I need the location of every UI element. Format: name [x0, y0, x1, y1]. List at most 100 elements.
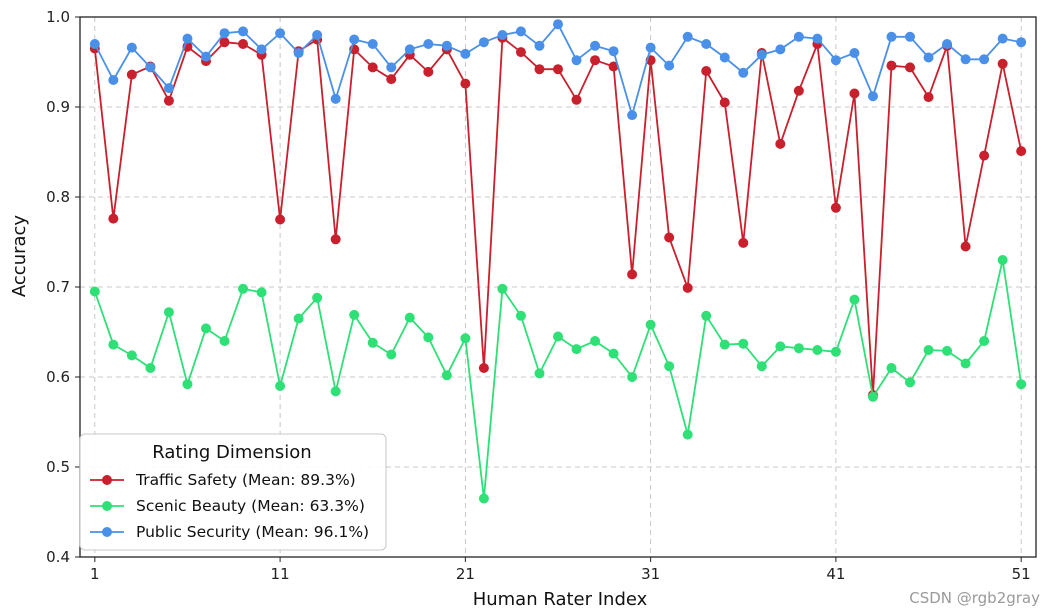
- data-point: [923, 92, 934, 103]
- data-point: [534, 64, 545, 75]
- legend: Rating Dimension Traffic Safety (Mean: 8…: [79, 433, 387, 551]
- data-point: [534, 40, 545, 51]
- data-point: [571, 94, 582, 105]
- data-point: [979, 150, 990, 161]
- x-tick-label: 51: [1012, 565, 1031, 583]
- data-point: [793, 31, 804, 42]
- data-point: [849, 294, 860, 305]
- data-point: [830, 346, 841, 357]
- data-point: [682, 31, 693, 42]
- data-point: [1016, 146, 1027, 157]
- data-point: [163, 95, 174, 106]
- data-point: [775, 341, 786, 352]
- x-tick-label: 31: [641, 565, 660, 583]
- data-point: [404, 312, 415, 323]
- data-point: [497, 30, 508, 40]
- data-point: [886, 31, 897, 42]
- data-point: [182, 33, 193, 44]
- data-point: [738, 67, 749, 78]
- data-point: [608, 61, 619, 72]
- data-point: [590, 336, 601, 346]
- data-point: [238, 39, 249, 49]
- data-point: [275, 214, 286, 225]
- data-point: [942, 345, 953, 356]
- data-point: [256, 44, 267, 55]
- legend-marker: [102, 475, 112, 485]
- watermark: CSDN @rgb2gray: [909, 589, 1040, 607]
- data-point: [349, 309, 360, 320]
- data-point: [960, 54, 971, 65]
- data-point: [126, 69, 137, 80]
- data-point: [478, 37, 489, 48]
- data-point: [682, 429, 693, 440]
- data-point: [960, 358, 971, 369]
- legend-item-label: Scenic Beauty (Mean: 63.3%): [136, 497, 365, 515]
- data-point: [627, 269, 638, 280]
- y-axis-label: Accuracy: [9, 215, 30, 298]
- data-point: [664, 361, 675, 372]
- data-point: [89, 39, 100, 49]
- data-point: [497, 283, 508, 294]
- y-axis-ticks: 0.4 0.5 0.6 0.7 0.8 0.9 1.0: [46, 8, 80, 566]
- data-point: [719, 97, 730, 108]
- data-point: [905, 377, 916, 388]
- data-point: [849, 48, 860, 58]
- data-point: [515, 47, 526, 58]
- data-point: [775, 138, 786, 149]
- data-point: [793, 85, 804, 96]
- data-point: [256, 287, 267, 298]
- data-point: [627, 372, 638, 382]
- data-point: [330, 93, 341, 104]
- data-point: [979, 336, 990, 346]
- data-point: [830, 202, 841, 213]
- data-point: [979, 54, 990, 65]
- data-point: [367, 62, 378, 73]
- data-point: [460, 78, 471, 89]
- data-point: [590, 40, 601, 51]
- data-point: [553, 331, 563, 342]
- data-point: [923, 52, 934, 63]
- data-point: [293, 48, 304, 58]
- y-tick-label: 1.0: [46, 8, 70, 26]
- data-point: [367, 337, 378, 348]
- data-point: [719, 339, 730, 350]
- data-point: [608, 348, 619, 359]
- data-point: [126, 350, 137, 361]
- data-point: [905, 31, 916, 42]
- data-point: [200, 323, 211, 334]
- data-point: [219, 28, 230, 39]
- data-point: [441, 40, 452, 51]
- data-point: [163, 307, 174, 318]
- data-point: [608, 46, 619, 57]
- data-point: [423, 66, 434, 77]
- data-point: [200, 51, 211, 62]
- y-tick-label: 0.7: [46, 278, 70, 296]
- data-point: [312, 30, 323, 40]
- data-point: [423, 332, 434, 343]
- data-point: [330, 386, 341, 397]
- data-point: [960, 241, 971, 252]
- data-point: [793, 343, 804, 354]
- data-point: [460, 48, 471, 59]
- x-axis-label: Human Rater Index: [473, 589, 648, 610]
- data-point: [867, 391, 878, 402]
- data-point: [441, 370, 452, 381]
- y-tick-label: 0.9: [46, 98, 70, 116]
- series-1: [89, 32, 1027, 400]
- data-point: [126, 42, 137, 53]
- y-tick-label: 0.4: [46, 548, 70, 566]
- data-point: [89, 286, 100, 297]
- data-point: [738, 338, 749, 349]
- data-point: [1016, 379, 1027, 390]
- data-point: [571, 344, 582, 355]
- data-point: [756, 49, 767, 60]
- data-point: [553, 64, 563, 75]
- data-point: [163, 83, 174, 94]
- data-point: [219, 336, 230, 346]
- data-point: [664, 232, 675, 243]
- data-point: [701, 310, 712, 321]
- data-point: [312, 292, 323, 303]
- data-point: [238, 26, 249, 37]
- data-point: [886, 60, 897, 71]
- series-2: [89, 255, 1027, 504]
